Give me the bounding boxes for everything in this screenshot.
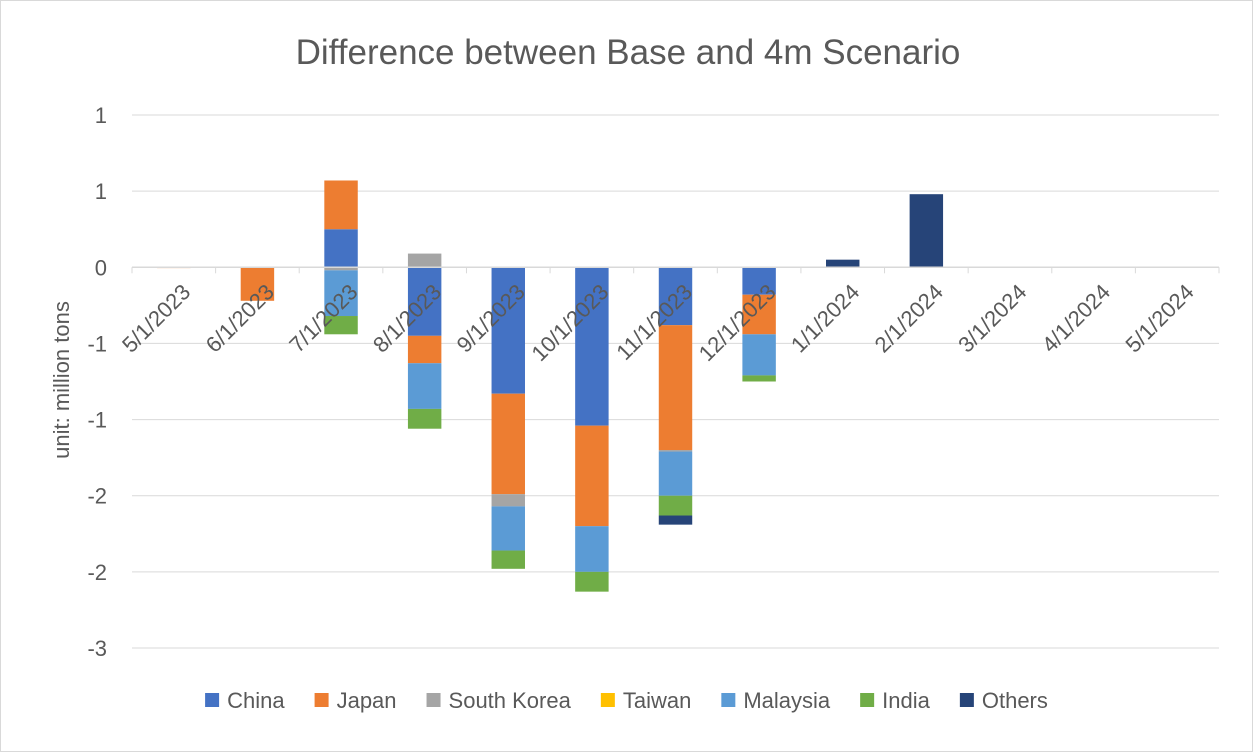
bar-segment-malaysia — [491, 506, 525, 551]
bar-segment-malaysia — [575, 526, 609, 572]
x-tick-labels: 5/1/2023 6/1/2023 7/1/2023 8/1/2023 9/1/2023… — [117, 279, 1199, 366]
bar-segment-japan — [491, 393, 525, 495]
legend-label: Taiwan — [623, 688, 691, 713]
y-tick-label: 0 — [95, 255, 107, 280]
y-tick-label: -1 — [87, 408, 107, 433]
bar-segment-malaysia — [658, 451, 693, 496]
y-tick-label: -2 — [87, 484, 107, 509]
x-tick-label: 1/1/2024 — [786, 279, 864, 357]
bar-segment-japan — [240, 267, 275, 301]
bar-segment-south-korea — [407, 253, 442, 268]
legend-label: Japan — [337, 688, 397, 713]
y-tick-label: -3 — [87, 636, 107, 661]
bar-segment-south-korea — [491, 494, 525, 507]
y-tick-label: 1 — [95, 103, 107, 128]
y-tick-label: 1 — [95, 179, 107, 204]
bar-segment-india — [407, 408, 442, 429]
bar-segment-japan — [658, 325, 693, 451]
bar-segment-japan — [742, 294, 776, 335]
legend-label: Others — [982, 688, 1048, 713]
legend: China Japan South Korea Taiwan Malaysia India… — [205, 688, 1048, 713]
legend-swatch — [205, 693, 220, 707]
bar-segment-india — [742, 375, 776, 382]
bar-segment-china — [575, 267, 609, 426]
legend-swatch — [959, 693, 974, 707]
bar-segment-others — [909, 194, 944, 268]
bar-segment-south-korea — [658, 450, 693, 452]
x-tick-label: 6/1/2023 — [201, 279, 279, 357]
bar-segment-others — [826, 259, 860, 268]
y-tick-labels: 1 1 0 -1 -1 -2 -2 -3 — [87, 103, 107, 661]
bar-segment-china — [658, 267, 693, 326]
legend-swatch — [721, 693, 736, 707]
bar-segment-japan — [575, 425, 609, 527]
x-tick-label: 3/1/2024 — [953, 279, 1031, 357]
y-tick-label: -1 — [87, 331, 107, 356]
x-tick-label: 5/1/2023 — [117, 279, 195, 357]
bar-segment-japan — [407, 335, 442, 364]
bar-segment-india — [658, 495, 693, 516]
bar-segment-china — [324, 229, 358, 268]
x-tick-label: 5/1/2024 — [1120, 279, 1198, 357]
bar-segment-malaysia — [407, 363, 442, 409]
bar-segment-china — [742, 267, 776, 295]
bar-segment-malaysia — [324, 270, 358, 317]
bars — [157, 180, 944, 592]
bar-segment-china — [491, 267, 525, 394]
legend-label: India — [882, 688, 930, 713]
bar-segment-malaysia — [742, 334, 776, 376]
bar-segment-india — [575, 571, 609, 592]
y-axis-title: unit: million tons — [49, 301, 74, 459]
bar-segment-japan — [324, 180, 358, 230]
x-tick-label: 2/1/2024 — [870, 279, 948, 357]
legend-swatch — [426, 693, 441, 707]
legend-swatch — [860, 693, 875, 707]
legend-swatch — [314, 693, 329, 707]
legend-label: Malaysia — [743, 688, 831, 713]
y-tick-label: -2 — [87, 560, 107, 585]
bar-segment-others — [658, 515, 693, 525]
legend-label: South Korea — [449, 688, 572, 713]
legend-swatch — [600, 693, 615, 707]
bar-segment-south-korea — [324, 267, 358, 271]
legend-label: China — [227, 688, 285, 713]
chart-title: Difference between Base and 4m Scenario — [296, 33, 961, 72]
x-tick-label: 4/1/2024 — [1037, 279, 1115, 357]
bar-segment-india — [491, 550, 525, 569]
bar-segment-india — [324, 316, 358, 335]
bar-segment-china — [407, 267, 442, 336]
zero-axis — [131, 266, 1220, 274]
